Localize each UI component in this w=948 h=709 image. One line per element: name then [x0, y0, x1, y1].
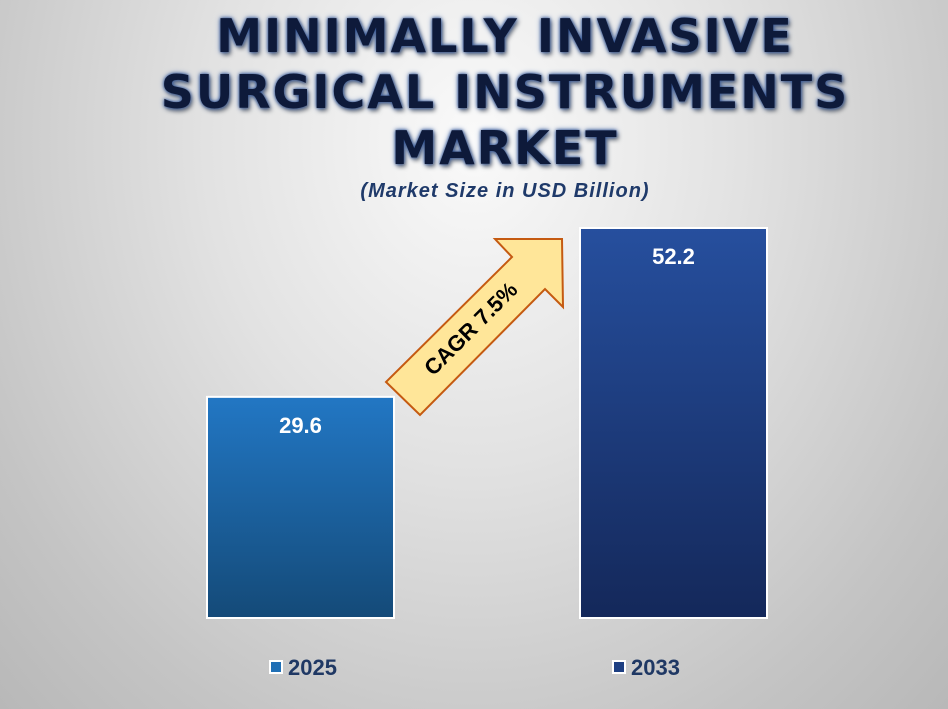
- legend-swatch-2025: [269, 660, 283, 674]
- chart-subtitle: (Market Size in USD Billion): [360, 180, 650, 202]
- data-label-2025: 29.6: [279, 413, 322, 438]
- cagr-arrow-shape: [384, 238, 565, 417]
- legend-label-2025: 2025: [288, 655, 337, 680]
- legend-label-2033: 2033: [631, 655, 680, 680]
- title-line-3: MARKET: [391, 121, 619, 175]
- title-line-1: MINIMALLY INVASIVE: [216, 9, 794, 63]
- bar-2025: [206, 395, 395, 620]
- chart-title: MINIMALLY INVASIVE SURGICAL INSTRUMENTS …: [60, 8, 948, 176]
- title-line-2: SURGICAL INSTRUMENTS: [160, 65, 850, 119]
- legend-swatch-2033: [612, 660, 626, 674]
- data-label-2033: 52.2: [652, 244, 695, 269]
- cagr-arrow: CAGR 7.5%: [384, 238, 565, 417]
- bar-2033: [579, 227, 768, 619]
